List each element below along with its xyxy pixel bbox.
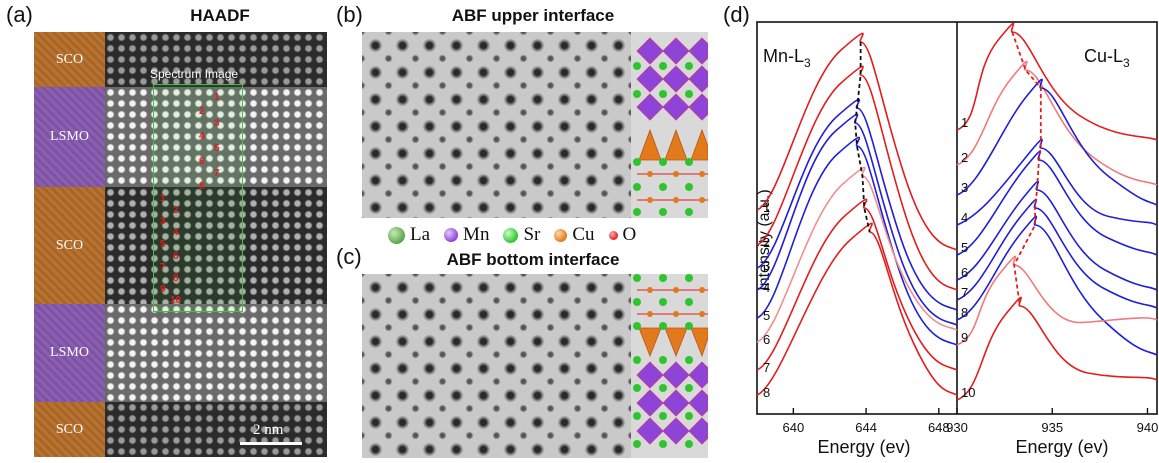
x-tick-label-1-2: 940 (1137, 420, 1159, 435)
legend-cu: Cu (554, 224, 595, 246)
peak-trend-line-1 (1011, 31, 1042, 307)
crystal-structure-upper (631, 32, 709, 218)
curve-label-0-4: 4 (763, 280, 770, 295)
spectrum-1-7 (956, 198, 1158, 309)
crystal-structure-bottom (631, 274, 709, 458)
spectrum-1-2 (956, 60, 1158, 186)
spectrum-point-cu-8: 8 (173, 273, 179, 284)
curve-label-0-3: 3 (763, 258, 770, 273)
x-axis-label-mn: Energy (ev) (817, 437, 910, 457)
layer-sco-2: SCO (34, 187, 105, 304)
spectrum-0-5 (756, 136, 958, 346)
x-axis-label-cu: Energy (ev) (1015, 437, 1108, 457)
curve-label-1-4: 4 (961, 210, 968, 225)
curve-label-0-2: 2 (763, 235, 770, 250)
layer-sco-1: SCO (34, 32, 105, 87)
mn-l3-label: Mn-L3 (763, 46, 811, 70)
atom-legend: La Mn Sr Cu O (388, 224, 650, 246)
cu-atom-icon (554, 228, 568, 242)
x-tick-label-0-0: 640 (783, 420, 805, 435)
curve-label-0-8: 8 (763, 385, 770, 400)
spectrum-point-cu-10: 10 (170, 295, 182, 306)
mn-atom-icon (444, 228, 459, 242)
spectrum-point-mn-5: 5 (214, 143, 220, 154)
spectrum-point-cu-6: 6 (173, 251, 179, 262)
panel-b-letter: (b) (336, 2, 363, 27)
cu-l3-label: Cu-L3 (1084, 46, 1130, 70)
layer-sco-3: SCO (34, 402, 105, 457)
scale-bar-label: 2 nm (253, 422, 284, 438)
curve-label-1-9: 9 (961, 330, 968, 345)
spectrum-point-mn-1: 1 (214, 92, 220, 103)
legend-mn: Mn (444, 224, 489, 246)
spectrum-point-cu-5: 5 (160, 239, 166, 250)
curve-label-0-6: 6 (763, 332, 770, 347)
curve-label-1-8: 8 (961, 305, 968, 320)
spectrum-point-mn-4: 4 (199, 131, 205, 142)
spectrum-1-6 (956, 180, 1158, 291)
spectrum-point-mn-3: 3 (214, 118, 220, 129)
curve-label-0-5: 5 (763, 308, 770, 323)
curve-label-1-1: 1 (961, 115, 968, 130)
curve-label-1-2: 2 (961, 150, 968, 165)
scale-bar (240, 442, 302, 445)
spectrum-0-2 (756, 65, 958, 291)
peak-trend-line-0 (854, 42, 871, 233)
spectrum-point-cu-3: 3 (160, 216, 166, 227)
curve-label-1-3: 3 (961, 180, 968, 195)
panel-c-letter: (c) (336, 244, 362, 269)
curve-label-1-10: 10 (961, 385, 975, 400)
curve-label-0-1: 1 (763, 200, 770, 215)
spectrum-point-cu-4: 4 (173, 227, 179, 238)
spectrum-point-mn-7: 7 (214, 168, 220, 179)
sr-atom-icon (503, 227, 519, 243)
legend-la: La (388, 224, 430, 246)
legend-sr: Sr (503, 224, 540, 246)
panel-b-title: ABF upper interface (451, 6, 615, 25)
spectrum-point-cu-7: 7 (160, 262, 166, 273)
x-tick-label-1-1: 935 (1041, 420, 1063, 435)
spectrum-image-title: Spectrum Image (150, 67, 239, 81)
x-tick-label-0-1: 644 (855, 420, 877, 435)
layer-lsmo-2: LSMO (34, 304, 105, 402)
o-atom-icon (608, 230, 618, 240)
panel-a-title: HAADF (190, 6, 250, 25)
haadf-image (105, 32, 327, 457)
spectrum-1-4 (956, 138, 1158, 226)
spectrum-image-box (153, 84, 243, 312)
panel-c-title: ABF bottom interface (446, 250, 620, 269)
curve-label-1-7: 7 (961, 285, 968, 300)
panel-a-letter: (a) (6, 2, 33, 27)
spectrum-point-mn-6: 6 (199, 156, 205, 167)
spectrum-point-mn-8: 8 (199, 181, 205, 192)
x-tick-label-1-0: 930 (946, 420, 968, 435)
panel-d-letter: (d) (723, 2, 750, 27)
curve-label-1-6: 6 (961, 265, 968, 280)
spectrum-0-4 (756, 113, 958, 326)
spectrum-1-3 (956, 78, 1158, 206)
curve-label-1-5: 5 (961, 240, 968, 255)
spectrum-1-8 (956, 215, 1158, 356)
curve-label-0-7: 7 (763, 360, 770, 375)
spectrum-point-cu-1: 1 (160, 193, 166, 204)
spectrum-point-mn-2: 2 (199, 106, 205, 117)
spectrum-0-7 (756, 198, 958, 371)
spectrum-point-cu-9: 9 (160, 284, 166, 295)
legend-o: O (608, 224, 636, 246)
la-atom-icon (388, 226, 405, 244)
x-tick-label-0-2: 648 (928, 420, 950, 435)
spectrum-point-cu-2: 2 (173, 205, 179, 216)
layer-lsmo-1: LSMO (34, 87, 105, 187)
